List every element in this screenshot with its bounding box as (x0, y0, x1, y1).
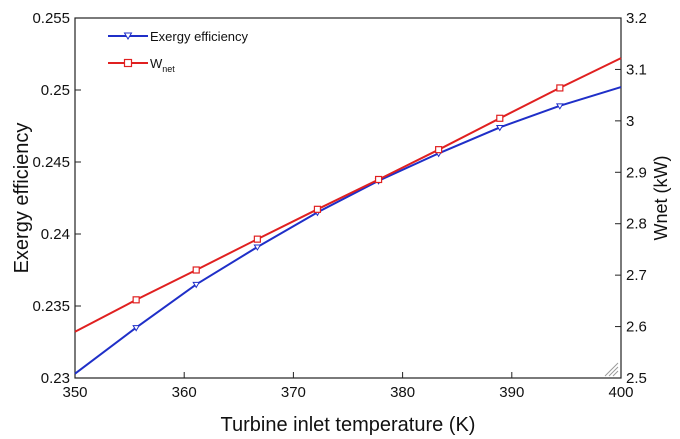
y2-tick-label: 2.6 (626, 319, 647, 336)
ticks-layer: 350 360 370 380 390 400 0.23 0.235 0.24 0.245 0.25… (32, 10, 646, 401)
y-tick-label: 0.235 (32, 298, 70, 315)
x-tick-label: 360 (172, 384, 197, 401)
x-axis-title: Turbine inlet temperature (K) (221, 414, 476, 436)
series-point-1 (496, 114, 504, 122)
y2-tick-label: 2.9 (626, 164, 647, 181)
y-tick-label: 0.23 (41, 370, 70, 387)
series-point-1 (435, 146, 443, 154)
y2-tick-label: 3.1 (626, 61, 647, 78)
resize-grip-icon (604, 362, 619, 377)
y2-tick-label: 3 (626, 113, 634, 130)
series-point-1 (192, 266, 200, 274)
y-tick-label: 0.255 (32, 10, 70, 27)
x-tick-label: 370 (281, 384, 306, 401)
legend-wnet-label-main: W (150, 56, 163, 71)
y2-axis-title: Wnet (kW) (651, 156, 671, 241)
series-point-0 (495, 124, 504, 132)
legend-exergy-marker (123, 32, 133, 40)
y2-tick-label: 2.8 (626, 216, 647, 233)
series-point-1 (374, 175, 383, 184)
y-tick-label: 0.25 (41, 82, 70, 99)
series-point-0 (192, 281, 201, 289)
series-point-1 (556, 84, 564, 92)
y-tick-label: 0.24 (41, 226, 70, 243)
plot-frame (74, 17, 622, 379)
x-tick-label: 350 (62, 384, 87, 401)
legend-wnet-label: Wnet (150, 56, 175, 74)
y-tick-label: 0.245 (32, 154, 70, 171)
series-point-1 (253, 235, 261, 243)
series-point-0 (132, 325, 141, 332)
legend-wnet-marker (123, 58, 133, 68)
x-tick-label: 390 (499, 384, 524, 401)
legend-exergy-label: Exergy efficiency (150, 29, 249, 44)
series-layer (74, 57, 622, 375)
legend: Exergy efficiency Wnet (108, 29, 249, 74)
y2-tick-label: 2.5 (626, 370, 647, 387)
series-point-1 (132, 296, 140, 304)
series-line-0 (74, 86, 622, 375)
y-axis-title: Exergy efficiency (11, 123, 33, 274)
x-tick-label: 380 (390, 384, 415, 401)
y2-tick-label: 2.7 (626, 267, 647, 284)
y2-tick-label: 3.2 (626, 10, 647, 27)
legend-wnet-label-sub: net (162, 64, 175, 74)
series-point-0 (253, 244, 262, 251)
x-tick-label: 400 (608, 384, 633, 401)
series-line-1 (74, 57, 622, 333)
series-point-1 (313, 205, 322, 213)
series-point-0 (555, 103, 564, 110)
